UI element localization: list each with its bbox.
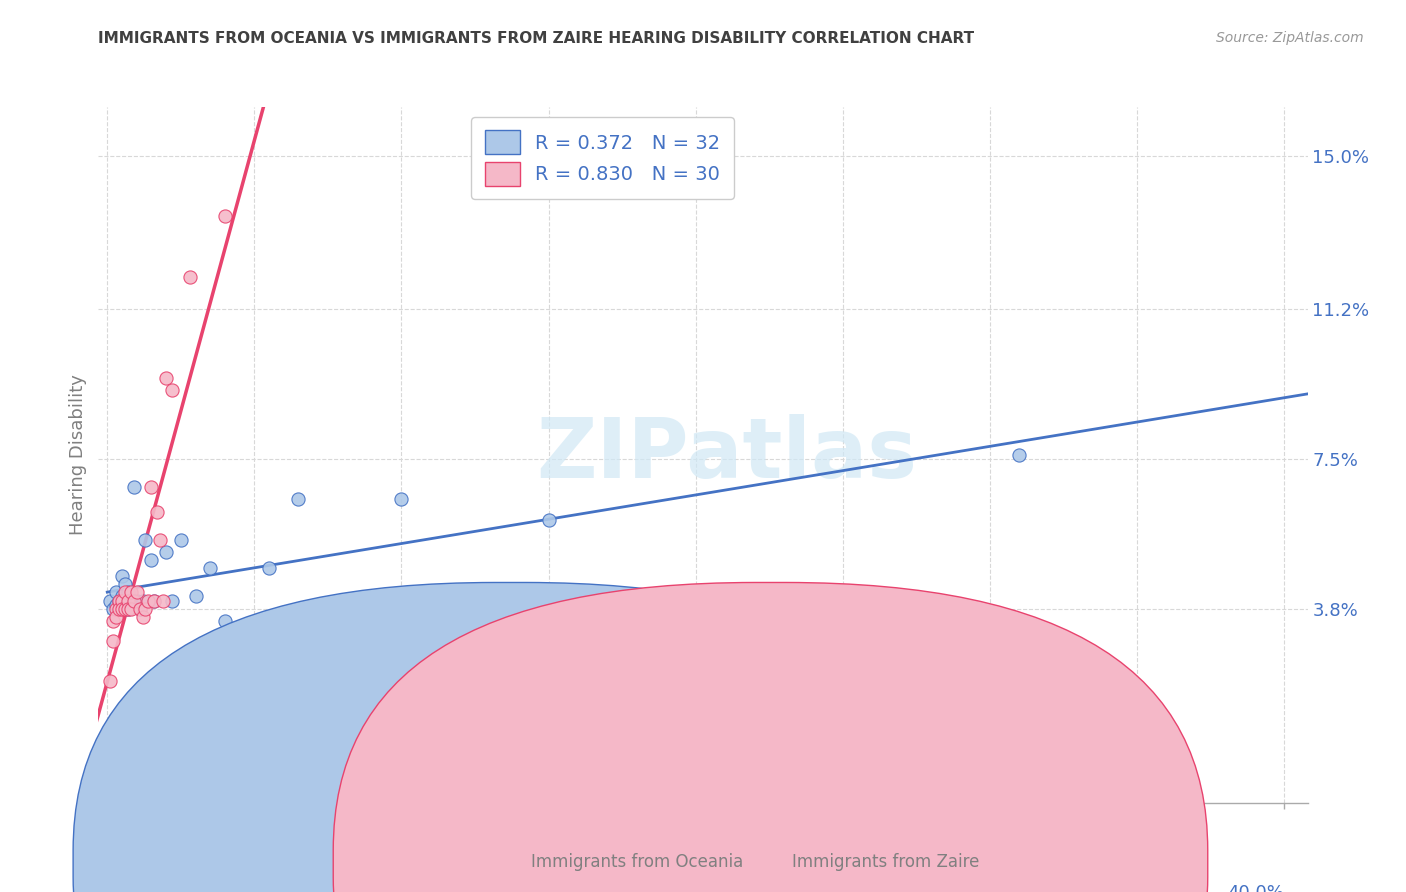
Point <box>125 593 148 607</box>
Point <box>105 601 128 615</box>
Point <box>143 593 166 607</box>
Point <box>128 601 150 615</box>
Point <box>391 492 413 507</box>
Point <box>138 593 160 607</box>
Point <box>179 269 201 284</box>
Point <box>111 593 134 607</box>
Point <box>120 593 142 607</box>
Point <box>122 593 145 607</box>
Point <box>101 601 124 615</box>
Point <box>134 601 156 615</box>
Y-axis label: Hearing Disability: Hearing Disability <box>69 375 87 535</box>
Point <box>160 593 183 607</box>
Point <box>120 601 142 615</box>
Point <box>105 585 128 599</box>
Point <box>111 601 134 615</box>
Point <box>101 614 124 628</box>
Text: Immigrants from Oceania: Immigrants from Oceania <box>531 853 744 871</box>
Point <box>117 601 139 615</box>
Point <box>98 674 121 689</box>
Point <box>214 209 236 223</box>
Point <box>111 569 134 583</box>
Text: 0.0%: 0.0% <box>107 884 153 892</box>
Point <box>149 533 172 547</box>
Point <box>105 598 128 612</box>
Point <box>108 601 131 615</box>
Point <box>141 480 163 494</box>
Point <box>117 601 139 615</box>
Point <box>134 533 156 547</box>
Point <box>200 561 222 575</box>
Point <box>101 634 124 648</box>
Point <box>131 593 153 607</box>
Point <box>117 593 139 607</box>
Point <box>114 593 136 607</box>
Point <box>214 614 236 628</box>
Point <box>114 601 136 615</box>
Point <box>170 533 193 547</box>
Point <box>128 601 150 615</box>
Text: IMMIGRANTS FROM OCEANIA VS IMMIGRANTS FROM ZAIRE HEARING DISABILITY CORRELATION : IMMIGRANTS FROM OCEANIA VS IMMIGRANTS FR… <box>98 31 974 46</box>
Text: Source: ZipAtlas.com: Source: ZipAtlas.com <box>1216 31 1364 45</box>
Point <box>537 513 560 527</box>
Text: 40.0%: 40.0% <box>1227 884 1284 892</box>
Point <box>120 585 142 599</box>
Point <box>108 601 131 615</box>
Point <box>184 590 207 604</box>
Point <box>108 593 131 607</box>
Point <box>114 577 136 591</box>
Point <box>143 593 166 607</box>
Point <box>108 593 131 607</box>
Point <box>228 642 250 657</box>
Point <box>117 585 139 599</box>
Point <box>131 609 153 624</box>
Point <box>114 585 136 599</box>
Text: Immigrants from Zaire: Immigrants from Zaire <box>792 853 979 871</box>
Point <box>125 585 148 599</box>
Point <box>152 593 174 607</box>
Point <box>155 371 177 385</box>
Point <box>98 593 121 607</box>
Point <box>105 609 128 624</box>
Point <box>287 492 309 507</box>
Legend: R = 0.372   N = 32, R = 0.830   N = 30: R = 0.372 N = 32, R = 0.830 N = 30 <box>471 117 734 199</box>
Text: ZIPatlas: ZIPatlas <box>537 415 918 495</box>
Point <box>155 545 177 559</box>
Point <box>257 561 280 575</box>
Point <box>141 553 163 567</box>
Point <box>122 480 145 494</box>
Point <box>146 504 169 518</box>
Point <box>111 590 134 604</box>
Point <box>160 383 183 397</box>
Point <box>1008 448 1031 462</box>
